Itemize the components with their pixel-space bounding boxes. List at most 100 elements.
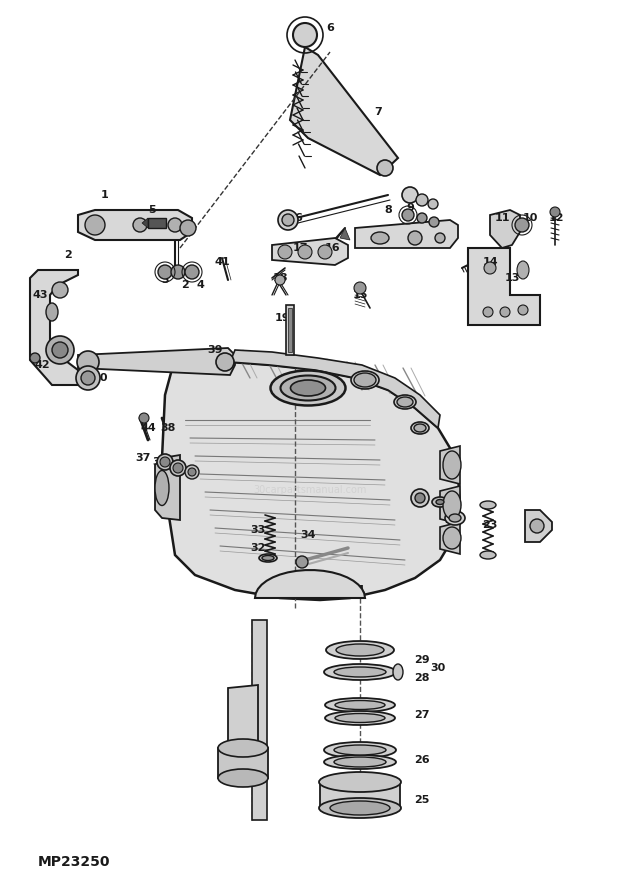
Circle shape <box>275 275 285 285</box>
Circle shape <box>411 489 429 507</box>
Ellipse shape <box>371 232 389 244</box>
Ellipse shape <box>270 371 345 405</box>
Ellipse shape <box>449 514 461 522</box>
Ellipse shape <box>411 422 429 434</box>
Text: 1: 1 <box>101 190 109 200</box>
Circle shape <box>428 199 438 209</box>
Text: 21: 21 <box>432 498 448 508</box>
Text: 3: 3 <box>161 275 169 285</box>
Text: 13: 13 <box>504 273 520 283</box>
Circle shape <box>168 218 182 232</box>
Circle shape <box>158 265 172 279</box>
Ellipse shape <box>393 664 403 680</box>
Text: 28: 28 <box>414 673 430 683</box>
Bar <box>252 620 267 820</box>
Text: 34: 34 <box>300 530 316 540</box>
Circle shape <box>417 213 427 223</box>
Text: 8: 8 <box>384 205 392 215</box>
Text: 24: 24 <box>530 517 546 527</box>
Circle shape <box>173 463 183 473</box>
Circle shape <box>216 353 234 371</box>
Text: 6: 6 <box>294 213 302 223</box>
Ellipse shape <box>280 375 335 401</box>
Circle shape <box>52 342 68 358</box>
Polygon shape <box>155 455 180 520</box>
Ellipse shape <box>445 511 465 525</box>
Circle shape <box>530 519 544 533</box>
Circle shape <box>550 207 560 217</box>
Text: 10: 10 <box>522 213 538 223</box>
Circle shape <box>408 231 422 245</box>
Polygon shape <box>30 270 78 385</box>
Text: 26: 26 <box>414 755 430 765</box>
Ellipse shape <box>259 554 277 562</box>
Circle shape <box>180 220 196 236</box>
Text: 33: 33 <box>250 525 265 535</box>
Ellipse shape <box>218 769 268 787</box>
Ellipse shape <box>443 451 461 479</box>
Ellipse shape <box>326 641 394 659</box>
Text: 7: 7 <box>374 107 382 117</box>
Text: 27: 27 <box>414 710 430 720</box>
Bar <box>288 308 292 352</box>
Text: 19: 19 <box>274 313 290 323</box>
Circle shape <box>515 218 529 232</box>
Text: MP23250: MP23250 <box>38 855 110 869</box>
Polygon shape <box>142 218 148 228</box>
Circle shape <box>77 351 99 373</box>
Text: 41: 41 <box>214 257 230 267</box>
Polygon shape <box>290 47 398 175</box>
Text: 36: 36 <box>153 457 168 467</box>
Text: 6: 6 <box>326 23 334 33</box>
Ellipse shape <box>480 501 496 509</box>
Circle shape <box>416 194 428 206</box>
Text: 23: 23 <box>482 520 498 530</box>
Polygon shape <box>525 510 552 542</box>
Ellipse shape <box>397 397 413 407</box>
Ellipse shape <box>335 714 385 723</box>
Polygon shape <box>340 228 350 240</box>
Circle shape <box>171 265 185 279</box>
Ellipse shape <box>354 373 376 387</box>
Ellipse shape <box>443 491 461 519</box>
Text: 15: 15 <box>352 290 368 300</box>
Circle shape <box>185 465 199 479</box>
Circle shape <box>415 493 425 503</box>
Circle shape <box>76 366 100 390</box>
Text: 40: 40 <box>92 373 108 383</box>
Ellipse shape <box>325 698 395 712</box>
Text: 4: 4 <box>196 280 204 290</box>
Ellipse shape <box>262 556 274 560</box>
Circle shape <box>483 307 493 317</box>
Circle shape <box>133 218 147 232</box>
Circle shape <box>160 457 170 467</box>
Ellipse shape <box>414 424 426 432</box>
Circle shape <box>429 217 439 227</box>
Polygon shape <box>320 782 400 808</box>
Text: 44: 44 <box>140 423 156 433</box>
Ellipse shape <box>334 745 386 755</box>
Polygon shape <box>228 685 258 752</box>
Bar <box>148 218 166 228</box>
Text: 31: 31 <box>350 585 366 595</box>
Circle shape <box>30 353 40 363</box>
Polygon shape <box>162 358 460 600</box>
Polygon shape <box>230 350 440 428</box>
Circle shape <box>170 460 186 476</box>
Circle shape <box>296 556 308 568</box>
Ellipse shape <box>335 701 385 709</box>
Polygon shape <box>440 486 460 524</box>
Ellipse shape <box>155 470 169 506</box>
Text: 39: 39 <box>207 345 223 355</box>
Text: 14: 14 <box>482 257 498 267</box>
Text: 5: 5 <box>148 205 156 215</box>
Ellipse shape <box>443 527 461 549</box>
Ellipse shape <box>334 667 386 677</box>
Polygon shape <box>78 210 192 240</box>
Polygon shape <box>218 748 268 778</box>
Text: 37: 37 <box>135 453 151 463</box>
Circle shape <box>402 187 418 203</box>
Ellipse shape <box>336 644 384 656</box>
Circle shape <box>278 245 292 259</box>
Text: 9: 9 <box>406 203 414 213</box>
